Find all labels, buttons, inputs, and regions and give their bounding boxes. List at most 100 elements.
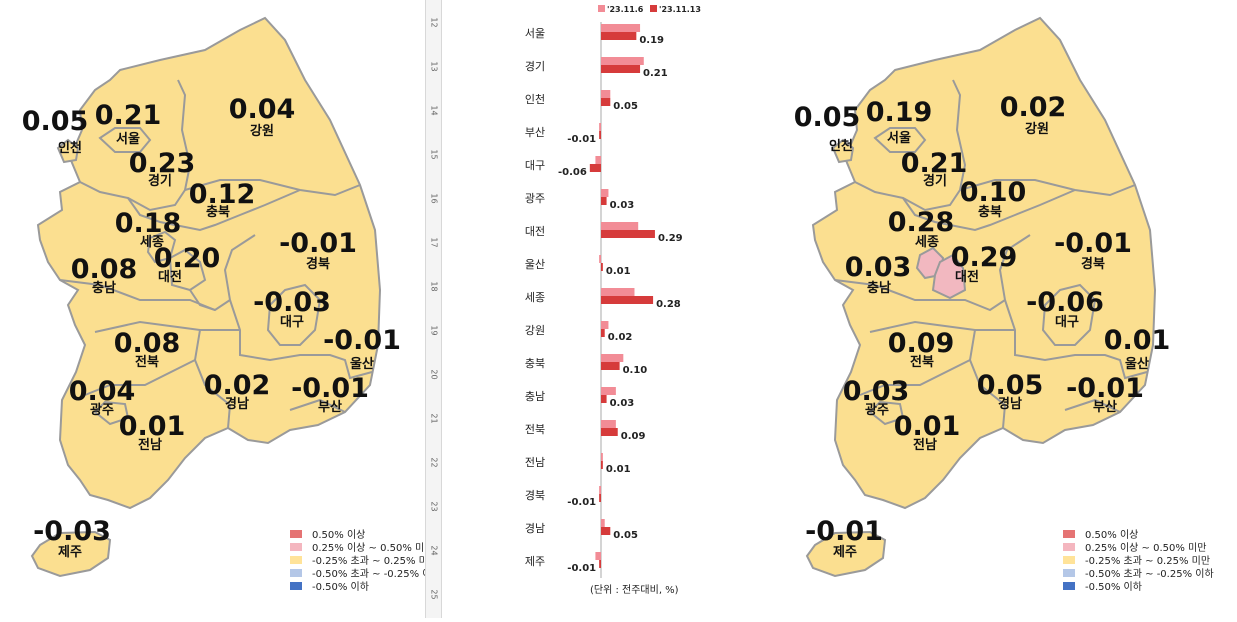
- chart-bar-1-1: [601, 65, 641, 73]
- chart-data-label-5: 0.03: [610, 200, 635, 211]
- right-legend-label-3: -0.50% 초과 ~ -0.25% 이하: [1085, 567, 1214, 580]
- chart-bar-0-13: [601, 453, 603, 461]
- chart-data-label-2: 0.05: [613, 101, 638, 112]
- left-region-name-10: 울산: [350, 356, 374, 372]
- left-region-name-1: 서울: [116, 131, 140, 147]
- right-region-value-11: 0.09: [888, 328, 955, 359]
- chart-legend-swatch-0: [598, 5, 605, 12]
- chart-category-label-6: 대전: [525, 225, 545, 238]
- right-incheon-shape: [831, 138, 855, 164]
- left-region-value-4: 0.12: [189, 179, 256, 210]
- chart-data-label-16: -0.01: [567, 563, 596, 574]
- right-region-value-14: -0.01: [1066, 373, 1144, 404]
- chart-bar-0-10: [601, 354, 624, 362]
- ruler-number-18: 18: [429, 281, 439, 292]
- right-region-name-14: 부산: [1093, 399, 1117, 415]
- chart-bar-1-14: [599, 494, 601, 502]
- chart-category-label-13: 전남: [525, 456, 545, 469]
- chart-bar-0-11: [601, 387, 616, 395]
- chart-bar-1-11: [601, 395, 607, 403]
- chart-data-label-4: -0.06: [558, 167, 587, 178]
- left-region-value-0: 0.05: [22, 106, 89, 137]
- chart-bar-0-0: [601, 24, 641, 32]
- chart-legend: '23.11.6 '23.11.13: [598, 5, 701, 14]
- right-region-value-10: 0.01: [1104, 325, 1171, 356]
- bar-chart-panel: '23.11.6 '23.11.13 서울 0.19 경기 0.21 인천 0.05 부산 -0.…: [440, 0, 775, 618]
- left-jeju-shape: [30, 530, 112, 578]
- chart-category-label-1: 경기: [525, 60, 545, 73]
- right-region-value-6: 0.29: [951, 242, 1018, 273]
- chart-bar-1-10: [601, 362, 620, 370]
- chart-category-label-16: 제주: [525, 555, 545, 568]
- chart-data-label-15: 0.05: [613, 530, 638, 541]
- right-map-panel: 0.05 인천 0.19 서울 0.21 경기 0.02 강원 0.10 충북 0.28 세종 0.29…: [775, 0, 1237, 618]
- right-region-name-6: 대전: [955, 269, 979, 285]
- chart-bar-1-15: [601, 527, 611, 535]
- chart-data-label-1: 0.21: [643, 68, 668, 79]
- chart-category-label-15: 경남: [525, 522, 545, 535]
- left-region-name-3: 강원: [250, 123, 274, 139]
- right-legend-swatch-4: [1063, 582, 1075, 590]
- ruler-number-25: 25: [429, 589, 439, 600]
- right-region-value-3: 0.02: [1000, 92, 1067, 123]
- right-region-value-0: 0.05: [794, 102, 861, 133]
- chart-bar-1-3: [599, 131, 601, 139]
- left-region-value-10: -0.01: [323, 325, 401, 356]
- chart-bar-0-6: [601, 222, 639, 230]
- right-region-name-9: 대구: [1055, 315, 1079, 330]
- chart-bar-1-8: [601, 296, 654, 304]
- left-region-value-8: -0.01: [279, 228, 357, 259]
- chart-category-label-11: 충남: [525, 390, 545, 403]
- ruler-number-21: 21: [429, 413, 439, 424]
- left-legend-label-4: -0.50% 이하: [312, 580, 369, 593]
- left-legend-swatch-0: [290, 530, 302, 538]
- page-ruler: 12 13 14 15 16 17 18 19 20 21 22 23 24 25: [425, 0, 442, 618]
- chart-data-label-12: 0.09: [621, 431, 646, 442]
- right-region-name-15: 전남: [913, 437, 937, 453]
- chart-data-label-9: 0.02: [608, 332, 633, 343]
- ruler-number-22: 22: [429, 457, 439, 468]
- chart-data-label-13: 0.01: [606, 464, 631, 475]
- right-region-name-1: 서울: [887, 130, 911, 146]
- left-region-value-15: 0.01: [119, 411, 186, 442]
- chart-bar-0-7: [599, 255, 601, 263]
- chart-category-label-4: 대구: [525, 159, 545, 172]
- left-region-value-2: 0.23: [129, 148, 196, 179]
- bar-chart: '23.11.6 '23.11.13 서울 0.19 경기 0.21 인천 0.05 부산 -0.…: [525, 5, 701, 596]
- right-region-value-16: -0.01: [805, 516, 883, 547]
- ruler-number-12: 12: [429, 17, 439, 28]
- left-legend-swatch-2: [290, 556, 302, 564]
- left-region-name-6: 대전: [158, 269, 182, 285]
- ruler-number-24: 24: [429, 545, 439, 556]
- right-legend-swatch-2: [1063, 556, 1075, 564]
- left-region-name-2: 경기: [148, 173, 172, 189]
- chart-data-label-11: 0.03: [610, 398, 635, 409]
- right-region-value-4: 0.10: [960, 177, 1027, 208]
- chart-bar-0-5: [601, 189, 609, 197]
- right-region-value-8: -0.01: [1054, 228, 1132, 259]
- chart-category-label-12: 전북: [525, 423, 545, 436]
- chart-bar-1-13: [601, 461, 603, 469]
- chart-bar-0-2: [601, 90, 611, 98]
- left-region-name-11: 전북: [135, 354, 159, 370]
- left-region-name-9: 대구: [280, 315, 304, 330]
- left-region-name-16: 제주: [58, 545, 82, 560]
- chart-bar-0-14: [599, 486, 601, 494]
- chart-bar-1-4: [589, 164, 601, 172]
- right-region-name-16: 제주: [833, 545, 857, 560]
- chart-legend-swatch-1: [650, 5, 657, 12]
- right-region-name-7: 충남: [867, 280, 891, 296]
- left-region-value-7: 0.08: [71, 254, 138, 285]
- chart-legend-label-0: '23.11.6: [607, 5, 644, 14]
- right-legend-swatch-1: [1063, 543, 1075, 551]
- left-legend-swatch-4: [290, 582, 302, 590]
- ruler-number-16: 16: [429, 193, 439, 204]
- right-legend-label-1: 0.25% 이상 ~ 0.50% 미만: [1085, 542, 1206, 554]
- right-region-value-9: -0.06: [1026, 287, 1104, 318]
- chart-bar-1-5: [601, 197, 607, 205]
- left-incheon-shape: [56, 138, 80, 164]
- left-legend-swatch-1: [290, 543, 302, 551]
- right-region-name-8: 경북: [1081, 256, 1105, 272]
- chart-category-label-14: 경북: [525, 489, 545, 502]
- ruler-number-13: 13: [429, 61, 439, 72]
